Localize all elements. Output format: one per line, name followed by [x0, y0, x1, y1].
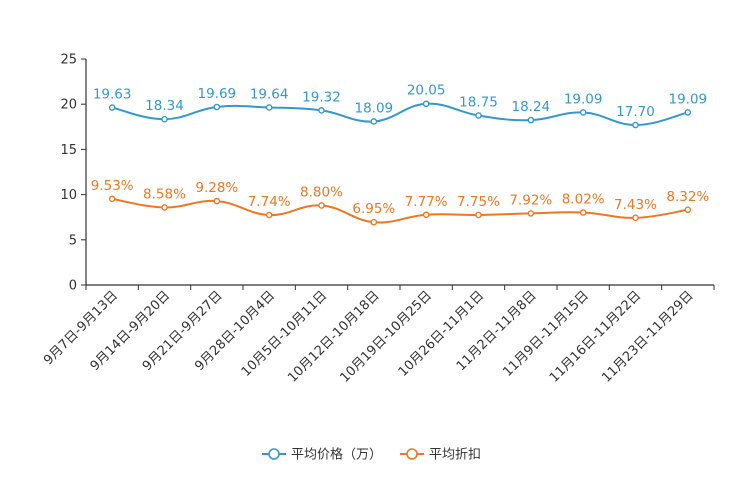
series-1: 19.63 18.34 19.69 19.64 19.32 18.09 20.05 18.75…: [93, 83, 708, 129]
data-point[interactable]: [265, 104, 273, 111]
data-point[interactable]: [370, 118, 378, 125]
data-point[interactable]: [475, 112, 482, 119]
data-point[interactable]: [161, 115, 168, 123]
data-label: 7.75%: [457, 194, 500, 210]
y-tick-label: 5: [69, 233, 77, 248]
data-point[interactable]: [632, 121, 639, 129]
data-label: 7.77%: [405, 194, 448, 210]
data-point[interactable]: [213, 103, 221, 111]
x-tick-label: 10月12日-10月18日: [285, 288, 382, 385]
data-label: 7.74%: [248, 194, 291, 210]
x-axis-ticks: 9月7日-9月13日9月14日-9月20日9月21日-9月27日9月28日-10…: [41, 285, 715, 386]
legend-item-2[interactable]: 平均折扣: [400, 448, 481, 463]
data-label: 19.63: [93, 87, 132, 103]
x-tick-label: 11月16日-11月22日: [547, 288, 644, 385]
data-label: 18.09: [355, 100, 394, 116]
data-point[interactable]: [370, 218, 378, 226]
data-point[interactable]: [632, 214, 639, 222]
data-label: 20.05: [407, 83, 446, 99]
data-point[interactable]: [108, 104, 116, 111]
y-tick-label: 10: [60, 188, 77, 203]
data-label: 9.28%: [195, 180, 238, 196]
y-tick-label: 20: [60, 98, 77, 113]
data-label: 19.09: [669, 91, 708, 107]
data-label: 7.43%: [614, 197, 657, 213]
legend-marker-icon: [268, 448, 280, 460]
data-point[interactable]: [422, 100, 430, 108]
data-label: 7.92%: [509, 192, 552, 208]
series-layer: 19.63 18.34 19.69 19.64 19.32 18.09 20.05 18.75…: [91, 83, 709, 226]
data-label: 19.32: [302, 89, 341, 105]
data-label: 18.75: [459, 95, 498, 111]
data-label: 18.24: [512, 99, 551, 115]
data-point[interactable]: [422, 211, 430, 219]
data-label: 6.95%: [352, 201, 395, 217]
legend-label: 平均价格（万）: [291, 447, 382, 463]
data-point[interactable]: [527, 210, 535, 217]
data-point[interactable]: [318, 202, 325, 209]
data-label: 18.34: [145, 98, 184, 114]
legend-marker-icon: [406, 448, 418, 460]
data-label: 17.70: [616, 104, 655, 120]
legend-item-1[interactable]: 平均价格（万）: [262, 447, 382, 463]
data-label: 19.69: [198, 86, 237, 102]
data-point[interactable]: [579, 109, 587, 116]
data-label: 8.80%: [300, 184, 343, 200]
series-2: 9.53% 8.58% 9.28% 7.74% 8.80% 6.95% 7.77% 7.75%…: [91, 178, 709, 226]
data-point[interactable]: [161, 204, 168, 211]
data-label: 9.53%: [91, 178, 134, 194]
data-point[interactable]: [213, 197, 221, 205]
legend-label: 平均折扣: [429, 448, 481, 463]
data-point[interactable]: [265, 211, 273, 219]
data-point[interactable]: [108, 195, 116, 203]
data-point[interactable]: [475, 211, 482, 219]
series-line: [111, 102, 689, 126]
y-tick-label: 15: [60, 143, 77, 158]
data-label: 8.02%: [562, 191, 605, 207]
data-point[interactable]: [318, 107, 325, 114]
x-tick-label: 11月23日-11月29日: [599, 288, 696, 385]
axes: [85, 59, 714, 286]
data-label: 19.09: [564, 91, 603, 107]
y-axis-ticks: 0 5 10 15 20 25: [60, 53, 86, 294]
data-label: 8.32%: [666, 189, 709, 205]
x-tick-label: 10月19日-10月25日: [338, 288, 435, 385]
y-tick-label: 0: [69, 279, 77, 294]
data-label: 8.58%: [143, 186, 186, 202]
series-line: [112, 197, 688, 224]
data-point[interactable]: [527, 116, 535, 124]
y-tick-label: 25: [60, 53, 77, 68]
data-point[interactable]: [684, 109, 692, 116]
data-point[interactable]: [579, 209, 587, 216]
data-label: 19.64: [250, 86, 289, 102]
data-point[interactable]: [684, 206, 692, 214]
legend: 平均价格（万） 平均折扣: [262, 447, 481, 463]
